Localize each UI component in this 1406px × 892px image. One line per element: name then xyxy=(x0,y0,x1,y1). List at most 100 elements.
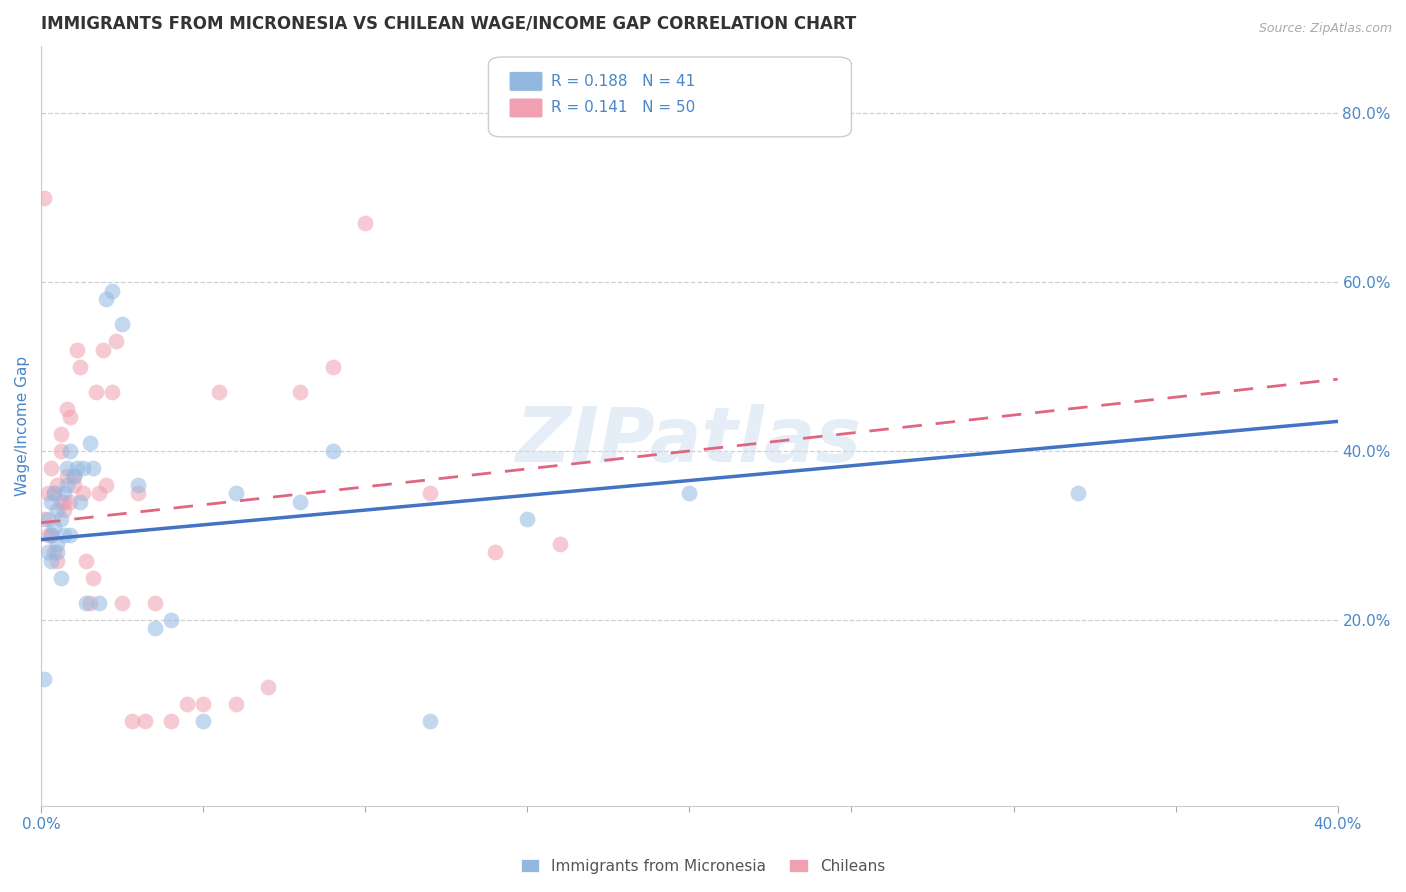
Point xyxy=(39,528,62,542)
Point xyxy=(121,714,143,728)
Point xyxy=(127,477,149,491)
Point xyxy=(322,444,344,458)
Point xyxy=(159,613,181,627)
Point xyxy=(42,545,65,559)
Point xyxy=(101,284,124,298)
Point xyxy=(37,528,59,542)
Point xyxy=(225,698,247,712)
Point xyxy=(548,537,571,551)
Point xyxy=(111,596,134,610)
Legend: Immigrants from Micronesia, Chileans: Immigrants from Micronesia, Chileans xyxy=(515,853,891,880)
Point xyxy=(46,477,69,491)
Text: R = 0.141   N = 50: R = 0.141 N = 50 xyxy=(551,101,695,115)
Point xyxy=(39,460,62,475)
Point xyxy=(42,520,65,534)
Point xyxy=(66,460,89,475)
Point xyxy=(46,554,69,568)
Point xyxy=(52,503,75,517)
Point xyxy=(46,545,69,559)
Point xyxy=(49,444,72,458)
Point xyxy=(66,343,89,357)
Point xyxy=(46,537,69,551)
Point xyxy=(39,494,62,508)
Point xyxy=(91,343,114,357)
Point xyxy=(82,571,104,585)
Point xyxy=(354,216,377,230)
Point xyxy=(76,554,98,568)
Point xyxy=(56,460,79,475)
Point xyxy=(37,511,59,525)
Point xyxy=(290,494,312,508)
Text: Source: ZipAtlas.com: Source: ZipAtlas.com xyxy=(1258,22,1392,36)
Point xyxy=(62,469,84,483)
Point xyxy=(257,681,280,695)
Point xyxy=(49,511,72,525)
Point xyxy=(159,714,181,728)
Point xyxy=(69,359,91,374)
Point xyxy=(52,528,75,542)
Point xyxy=(94,477,117,491)
Point xyxy=(290,384,312,399)
Point xyxy=(52,494,75,508)
Point xyxy=(143,596,166,610)
Point xyxy=(46,503,69,517)
Point xyxy=(225,486,247,500)
Point xyxy=(516,511,538,525)
Point xyxy=(42,486,65,500)
Point xyxy=(72,460,94,475)
Point xyxy=(34,672,56,686)
Point xyxy=(89,486,111,500)
Point xyxy=(59,528,82,542)
Point xyxy=(322,359,344,374)
Point xyxy=(42,486,65,500)
Point xyxy=(59,444,82,458)
Point xyxy=(49,571,72,585)
Point xyxy=(484,545,506,559)
Point xyxy=(419,486,441,500)
Point xyxy=(94,292,117,306)
FancyBboxPatch shape xyxy=(509,71,543,91)
Point xyxy=(37,486,59,500)
Point xyxy=(59,494,82,508)
Point xyxy=(101,384,124,399)
Point xyxy=(39,554,62,568)
Point xyxy=(62,469,84,483)
Point xyxy=(49,427,72,442)
Point xyxy=(143,621,166,635)
Point xyxy=(1067,486,1090,500)
Point xyxy=(127,486,149,500)
FancyBboxPatch shape xyxy=(509,98,543,118)
Point xyxy=(134,714,156,728)
FancyBboxPatch shape xyxy=(488,57,852,136)
Point xyxy=(193,714,215,728)
Point xyxy=(49,494,72,508)
Text: IMMIGRANTS FROM MICRONESIA VS CHILEAN WAGE/INCOME GAP CORRELATION CHART: IMMIGRANTS FROM MICRONESIA VS CHILEAN WA… xyxy=(41,15,856,33)
Point xyxy=(59,410,82,425)
Point xyxy=(176,698,198,712)
Point xyxy=(84,384,107,399)
Point xyxy=(419,714,441,728)
Point xyxy=(678,486,700,500)
Point xyxy=(52,486,75,500)
Point xyxy=(37,545,59,559)
Point xyxy=(39,528,62,542)
Point xyxy=(76,596,98,610)
Point xyxy=(111,318,134,332)
Text: R = 0.188   N = 41: R = 0.188 N = 41 xyxy=(551,74,695,89)
Point xyxy=(34,511,56,525)
Point xyxy=(79,596,101,610)
Point xyxy=(72,486,94,500)
Point xyxy=(82,460,104,475)
Text: ZIPatlas: ZIPatlas xyxy=(516,404,862,478)
Point xyxy=(56,401,79,416)
Point xyxy=(56,477,79,491)
Point xyxy=(193,698,215,712)
Point xyxy=(69,494,91,508)
Point xyxy=(104,334,127,349)
Y-axis label: Wage/Income Gap: Wage/Income Gap xyxy=(15,356,30,496)
Point xyxy=(56,469,79,483)
Point xyxy=(62,477,84,491)
Point xyxy=(208,384,231,399)
Point xyxy=(89,596,111,610)
Point xyxy=(34,191,56,205)
